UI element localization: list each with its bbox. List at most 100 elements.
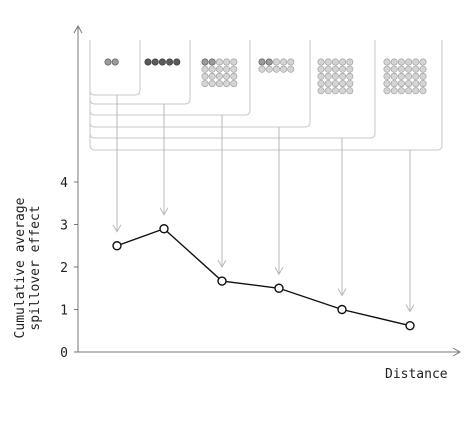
pointer-arrowhead [405, 304, 415, 313]
group-node [208, 72, 216, 80]
group-node [412, 87, 420, 95]
group-node [265, 65, 273, 73]
group-node [208, 58, 216, 66]
group-node [412, 80, 420, 88]
group-node [346, 80, 354, 88]
data-point [337, 304, 347, 315]
group-node [383, 72, 391, 80]
group-node [223, 80, 231, 88]
data-point [405, 320, 415, 331]
data-point [159, 224, 169, 234]
group-node [390, 65, 398, 73]
group-node [346, 72, 354, 80]
group-node [383, 65, 391, 73]
group-node [208, 65, 216, 73]
pointer-arrowhead [337, 288, 347, 297]
group-node [158, 58, 166, 66]
data-point [217, 276, 227, 286]
group-node [272, 65, 280, 73]
series-line [116, 227, 411, 327]
group-node [223, 65, 231, 73]
group-node [412, 58, 420, 66]
pointer-arrowhead [159, 207, 169, 216]
group-node [339, 72, 347, 80]
y-tick-label: 1 [60, 304, 68, 319]
group-node [383, 58, 391, 66]
group-node [419, 87, 427, 95]
group-node [265, 58, 273, 66]
group-node [397, 72, 405, 80]
group-node [104, 58, 112, 66]
group-node [331, 72, 339, 80]
group-node [390, 58, 398, 66]
group-node [331, 87, 339, 95]
group-node [230, 65, 238, 73]
group-node [215, 58, 223, 66]
group-node [317, 65, 325, 73]
group-node [419, 58, 427, 66]
group-node [412, 65, 420, 73]
data-point [112, 241, 122, 251]
group-node [208, 80, 216, 88]
group-node [201, 72, 209, 80]
group-node [223, 72, 231, 80]
group-bracket [89, 40, 141, 96]
group-node [339, 80, 347, 88]
group-node [111, 58, 119, 66]
group-node [390, 87, 398, 95]
group-node [258, 65, 266, 73]
x-axis-arrowhead [452, 347, 462, 357]
group-node [230, 80, 238, 88]
group-node [287, 65, 295, 73]
series [112, 224, 415, 331]
group-node [144, 58, 152, 66]
group-node [419, 72, 427, 80]
y-tick-label: 2 [60, 261, 68, 276]
group-node [317, 87, 325, 95]
group-node [331, 58, 339, 66]
group-brackets [89, 40, 443, 151]
group-node [397, 65, 405, 73]
pointer-arrowhead [274, 267, 284, 276]
group-node [317, 80, 325, 88]
group-node [201, 65, 209, 73]
group-node [215, 80, 223, 88]
group-node [405, 72, 413, 80]
pointer-arrowhead [217, 259, 227, 269]
group-node [166, 58, 174, 66]
y-tick-label: 4 [60, 176, 68, 191]
y-ticks: 0 1 2 3 4 [60, 176, 78, 361]
group-node [324, 72, 332, 80]
x-axis-title: Distance [385, 367, 448, 382]
group-node [412, 72, 420, 80]
group-node [230, 72, 238, 80]
group-node [201, 80, 209, 88]
group-node [272, 58, 280, 66]
group-node [230, 58, 238, 66]
node-groups [104, 58, 427, 95]
group-node [339, 58, 347, 66]
group-node [324, 87, 332, 95]
group-node [324, 58, 332, 66]
group-node [317, 72, 325, 80]
group-node [419, 80, 427, 88]
y-axis-title-line: spillover effect [28, 205, 43, 330]
group-node [346, 65, 354, 73]
group-node [215, 72, 223, 80]
group-node [324, 65, 332, 73]
group-node [397, 80, 405, 88]
group-node [324, 80, 332, 88]
group-node [419, 65, 427, 73]
group-node [215, 65, 223, 73]
group-bracket [89, 40, 311, 128]
data-point [274, 283, 284, 293]
group-node [151, 58, 159, 66]
group-node [397, 58, 405, 66]
y-axis-title-line: Cumulative average [13, 197, 28, 338]
group-node [339, 65, 347, 73]
y-tick-label: 0 [60, 346, 68, 361]
group-node [287, 58, 295, 66]
group-node [201, 58, 209, 66]
group-node [280, 58, 288, 66]
